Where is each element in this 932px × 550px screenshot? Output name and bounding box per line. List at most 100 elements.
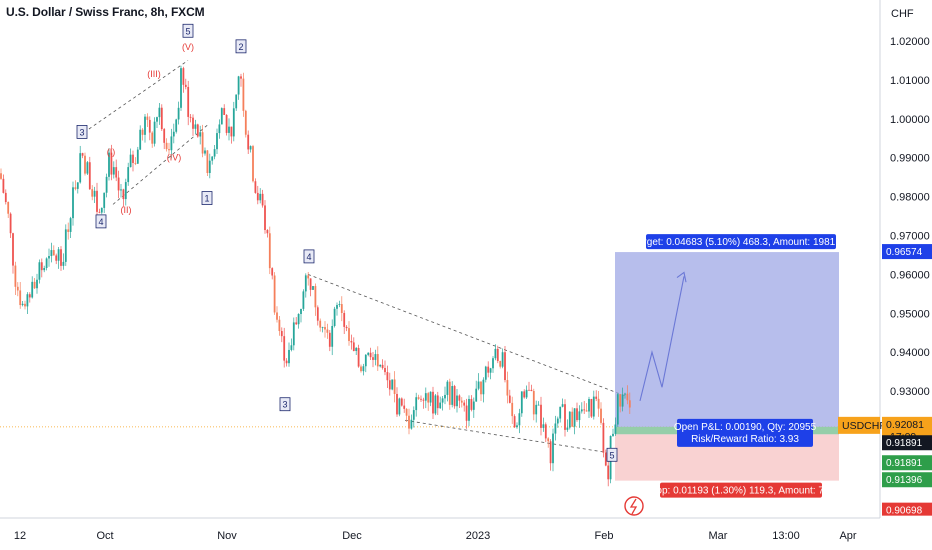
- channel-line-upper-1: [83, 60, 189, 133]
- candle-body: [597, 398, 600, 409]
- candle-body: [177, 107, 180, 120]
- candle-body: [583, 409, 586, 411]
- y-tick-label: 1.02000: [890, 36, 930, 48]
- time-axis[interactable]: 12 Oct Nov Dec 2023 Feb Mar 13:00 Apr: [0, 517, 880, 550]
- candle-body: [249, 146, 252, 150]
- candle-body: [412, 410, 415, 420]
- candle-body: [331, 325, 334, 347]
- candle-body: [72, 187, 74, 219]
- wave-labels: 3 4 5 1 2 4 3 5 (I) (II) (III) (IV) (V): [76, 23, 618, 462]
- candle-body: [350, 340, 353, 343]
- projection-arrow: [639, 271, 687, 401]
- y-tick-label: 0.97000: [890, 231, 930, 243]
- candle-body: [540, 404, 542, 428]
- candle-body: [446, 381, 449, 395]
- candle-body: [556, 418, 559, 424]
- candle-body: [355, 347, 358, 351]
- candle-body: [492, 358, 494, 369]
- candle-body: [103, 192, 106, 208]
- candle-body: [460, 400, 463, 403]
- candle-body: [136, 149, 139, 164]
- candle-body: [367, 352, 370, 355]
- candle-body: [192, 117, 194, 129]
- candle-body: [439, 402, 442, 409]
- wave-label-sub: (V): [182, 42, 194, 52]
- candle-body: [31, 281, 34, 298]
- candle-body: [530, 389, 533, 392]
- candle-body: [568, 411, 571, 428]
- candle-body: [187, 86, 190, 117]
- candle-body: [228, 126, 230, 133]
- candle-body: [302, 291, 305, 309]
- wave-label-4: 4: [306, 252, 311, 262]
- candle-body: [513, 416, 516, 428]
- candle-body: [48, 255, 50, 259]
- candle-body: [14, 265, 17, 287]
- candle-body: [463, 402, 466, 406]
- candle-body: [499, 360, 502, 367]
- projection-arrowhead: [676, 271, 687, 283]
- candle-body: [165, 142, 168, 150]
- candle-body: [26, 294, 29, 307]
- wave-label-box: [95, 214, 107, 229]
- candle-body: [134, 162, 137, 164]
- candle-body: [470, 398, 473, 410]
- candle-body: [81, 153, 84, 156]
- candle-body: [163, 129, 166, 143]
- candle-body: [607, 465, 610, 480]
- candle-body: [357, 347, 360, 367]
- candle-body: [542, 424, 545, 428]
- channel-line-upper-2: [307, 274, 629, 398]
- candle-body: [158, 107, 161, 118]
- x-tick-label: Oct: [96, 530, 113, 542]
- candle-body: [444, 394, 446, 399]
- candle-body: [208, 160, 211, 173]
- lightning-icon: [624, 496, 644, 516]
- price-axis[interactable]: CHF 1.02000 1.01000 1.00000 0.99000 0.98000 0.…: [838, 0, 932, 550]
- candle-body: [369, 352, 372, 358]
- stop-price-tag: 0.90698: [886, 506, 923, 517]
- candle-body: [518, 413, 521, 426]
- candle-body: [504, 352, 506, 381]
- candle-body: [559, 406, 562, 419]
- x-tick-label: Nov: [217, 530, 237, 542]
- x-tick-label: Feb: [595, 530, 614, 542]
- candle-body: [213, 149, 216, 157]
- currency-label: CHF: [891, 8, 914, 20]
- candle-body: [12, 233, 14, 266]
- low-price-tag: 0.91396: [886, 475, 923, 486]
- candle-body: [117, 177, 120, 191]
- entry-price-tag: 0.91891: [886, 438, 923, 449]
- candle-body: [129, 154, 132, 168]
- candle-body: [408, 415, 410, 429]
- candle-body: [472, 401, 475, 410]
- candle-body: [244, 110, 247, 135]
- candle-body: [484, 366, 487, 380]
- candle-body: [604, 452, 607, 466]
- candle-body: [240, 76, 242, 79]
- candle-body: [184, 84, 187, 87]
- candle-body: [84, 155, 86, 174]
- candle-body: [247, 134, 250, 150]
- candle-body: [345, 326, 348, 329]
- candle-body: [120, 189, 122, 191]
- candle-body: [172, 131, 175, 137]
- candle-body: [343, 313, 346, 327]
- symbol-tag: USDCHF: [842, 420, 886, 432]
- target-label: Target: 0.04683 (5.10%) 468.3, Amount: 1…: [633, 237, 850, 248]
- candle-body: [180, 68, 182, 108]
- candle-body: [578, 411, 581, 421]
- candle-body: [232, 108, 235, 137]
- x-tick-label: Apr: [839, 530, 856, 542]
- candle-body: [62, 261, 65, 266]
- candle-body: [496, 348, 499, 361]
- chart-title: U.S. Dollar / Swiss Franc, 8h, FXCM: [6, 5, 205, 19]
- candle-body: [391, 379, 394, 390]
- symbol-tag-bg: [838, 416, 880, 434]
- candle-body: [422, 399, 425, 401]
- channel-line-lower-1: [112, 124, 209, 205]
- candle-body: [108, 152, 110, 177]
- candle-body: [285, 360, 288, 364]
- candle-body: [201, 132, 204, 154]
